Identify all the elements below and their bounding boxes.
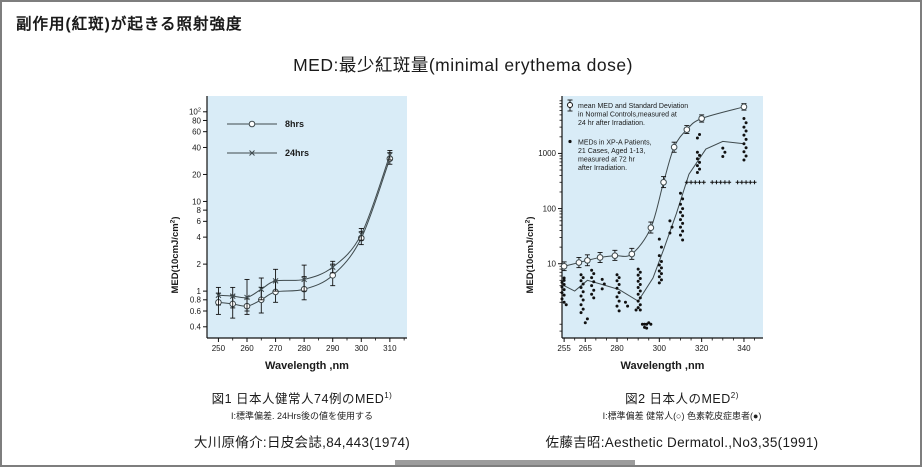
svg-text:300: 300: [355, 344, 369, 353]
svg-text:340: 340: [737, 344, 751, 353]
svg-text:0.8: 0.8: [190, 296, 202, 305]
figure1-caption: 図1 日本人健常人74例のMED1): [211, 390, 393, 406]
page-title: 副作用(紅斑)が起きる照射強度: [16, 16, 243, 33]
svg-text:40: 40: [192, 143, 201, 152]
svg-text:4: 4: [197, 233, 202, 242]
svg-text:260: 260: [240, 344, 254, 353]
svg-text:320: 320: [695, 344, 709, 353]
svg-text:310: 310: [383, 344, 397, 353]
svg-text:280: 280: [297, 344, 311, 353]
svg-text:8: 8: [197, 206, 202, 215]
svg-text:290: 290: [326, 344, 340, 353]
svg-text:0.6: 0.6: [190, 307, 202, 316]
svg-text:21 Cases, Aged 1-13,: 21 Cases, Aged 1-13,: [578, 148, 645, 155]
svg-text:10: 10: [192, 197, 201, 206]
svg-text:24 hr after Irradiation.: 24 hr after Irradiation.: [578, 120, 645, 127]
svg-text:Wavelength ,nm: Wavelength ,nm: [621, 360, 705, 372]
svg-text:MED(10cmJ/cm2): MED(10cmJ/cm2): [524, 216, 536, 293]
svg-text:8hrs: 8hrs: [285, 119, 304, 129]
svg-text:Wavelength ,nm: Wavelength ,nm: [265, 360, 349, 372]
figure1-caption-block: 図1 日本人健常人74例のMED1) I:標準偏差. 24Hrs後の値を使用する…: [142, 388, 462, 451]
svg-text:2: 2: [197, 260, 202, 269]
bottom-divider-bar: [395, 460, 635, 465]
subtitle-med-definition: MED:最少紅斑量(minimal erythema dose): [293, 55, 633, 75]
svg-text:100: 100: [543, 204, 557, 213]
svg-text:102: 102: [189, 108, 201, 117]
svg-text:1: 1: [197, 287, 202, 296]
figure2-subcaption: I:標準偏差 健常人(○) 色素乾皮症患者(●): [602, 411, 762, 421]
svg-text:measured at 72 hr: measured at 72 hr: [578, 157, 635, 164]
figure2-chart: 10 100 1000 255 265 280 300 320 340 Wavelength ,n…: [524, 96, 763, 372]
svg-text:60: 60: [192, 127, 201, 136]
svg-text:24hrs: 24hrs: [285, 148, 309, 158]
svg-text:6: 6: [197, 217, 202, 226]
svg-text:80: 80: [192, 116, 201, 125]
svg-text:255: 255: [557, 344, 571, 353]
svg-text:in Normal Controls,measured at: in Normal Controls,measured at: [578, 112, 677, 119]
svg-text:10: 10: [547, 260, 556, 269]
svg-text:265: 265: [579, 344, 593, 353]
figure1-reference: 大川原脩介:日皮会誌,84,443(1974): [193, 435, 411, 450]
svg-text:0.4: 0.4: [190, 323, 202, 332]
svg-text:MED(10cmJ/cm2): MED(10cmJ/cm2): [169, 216, 181, 293]
figure2-reference: 佐藤吉昭:Aesthetic Dermatol.,No3,35(1991): [545, 435, 819, 450]
svg-text:1000: 1000: [538, 149, 556, 158]
svg-text:mean MED and Standard Deviatio: mean MED and Standard Deviation: [578, 103, 688, 110]
svg-text:270: 270: [269, 344, 283, 353]
figure1-subcaption: I:標準偏差. 24Hrs後の値を使用する: [230, 411, 373, 421]
svg-text:250: 250: [212, 344, 226, 353]
svg-text:280: 280: [610, 344, 624, 353]
svg-text:MEDs in XP-A Patients,: MEDs in XP-A Patients,: [578, 140, 652, 147]
svg-text:20: 20: [192, 170, 201, 179]
svg-text:300: 300: [653, 344, 667, 353]
figure2-caption-block: 図2 日本人のMED2) I:標準偏差 健常人(○) 色素乾皮症患者(●) 佐藤…: [492, 388, 872, 451]
figure2-caption: 図2 日本人のMED2): [625, 390, 739, 406]
svg-text:after Irradiation.: after Irradiation.: [578, 165, 627, 172]
